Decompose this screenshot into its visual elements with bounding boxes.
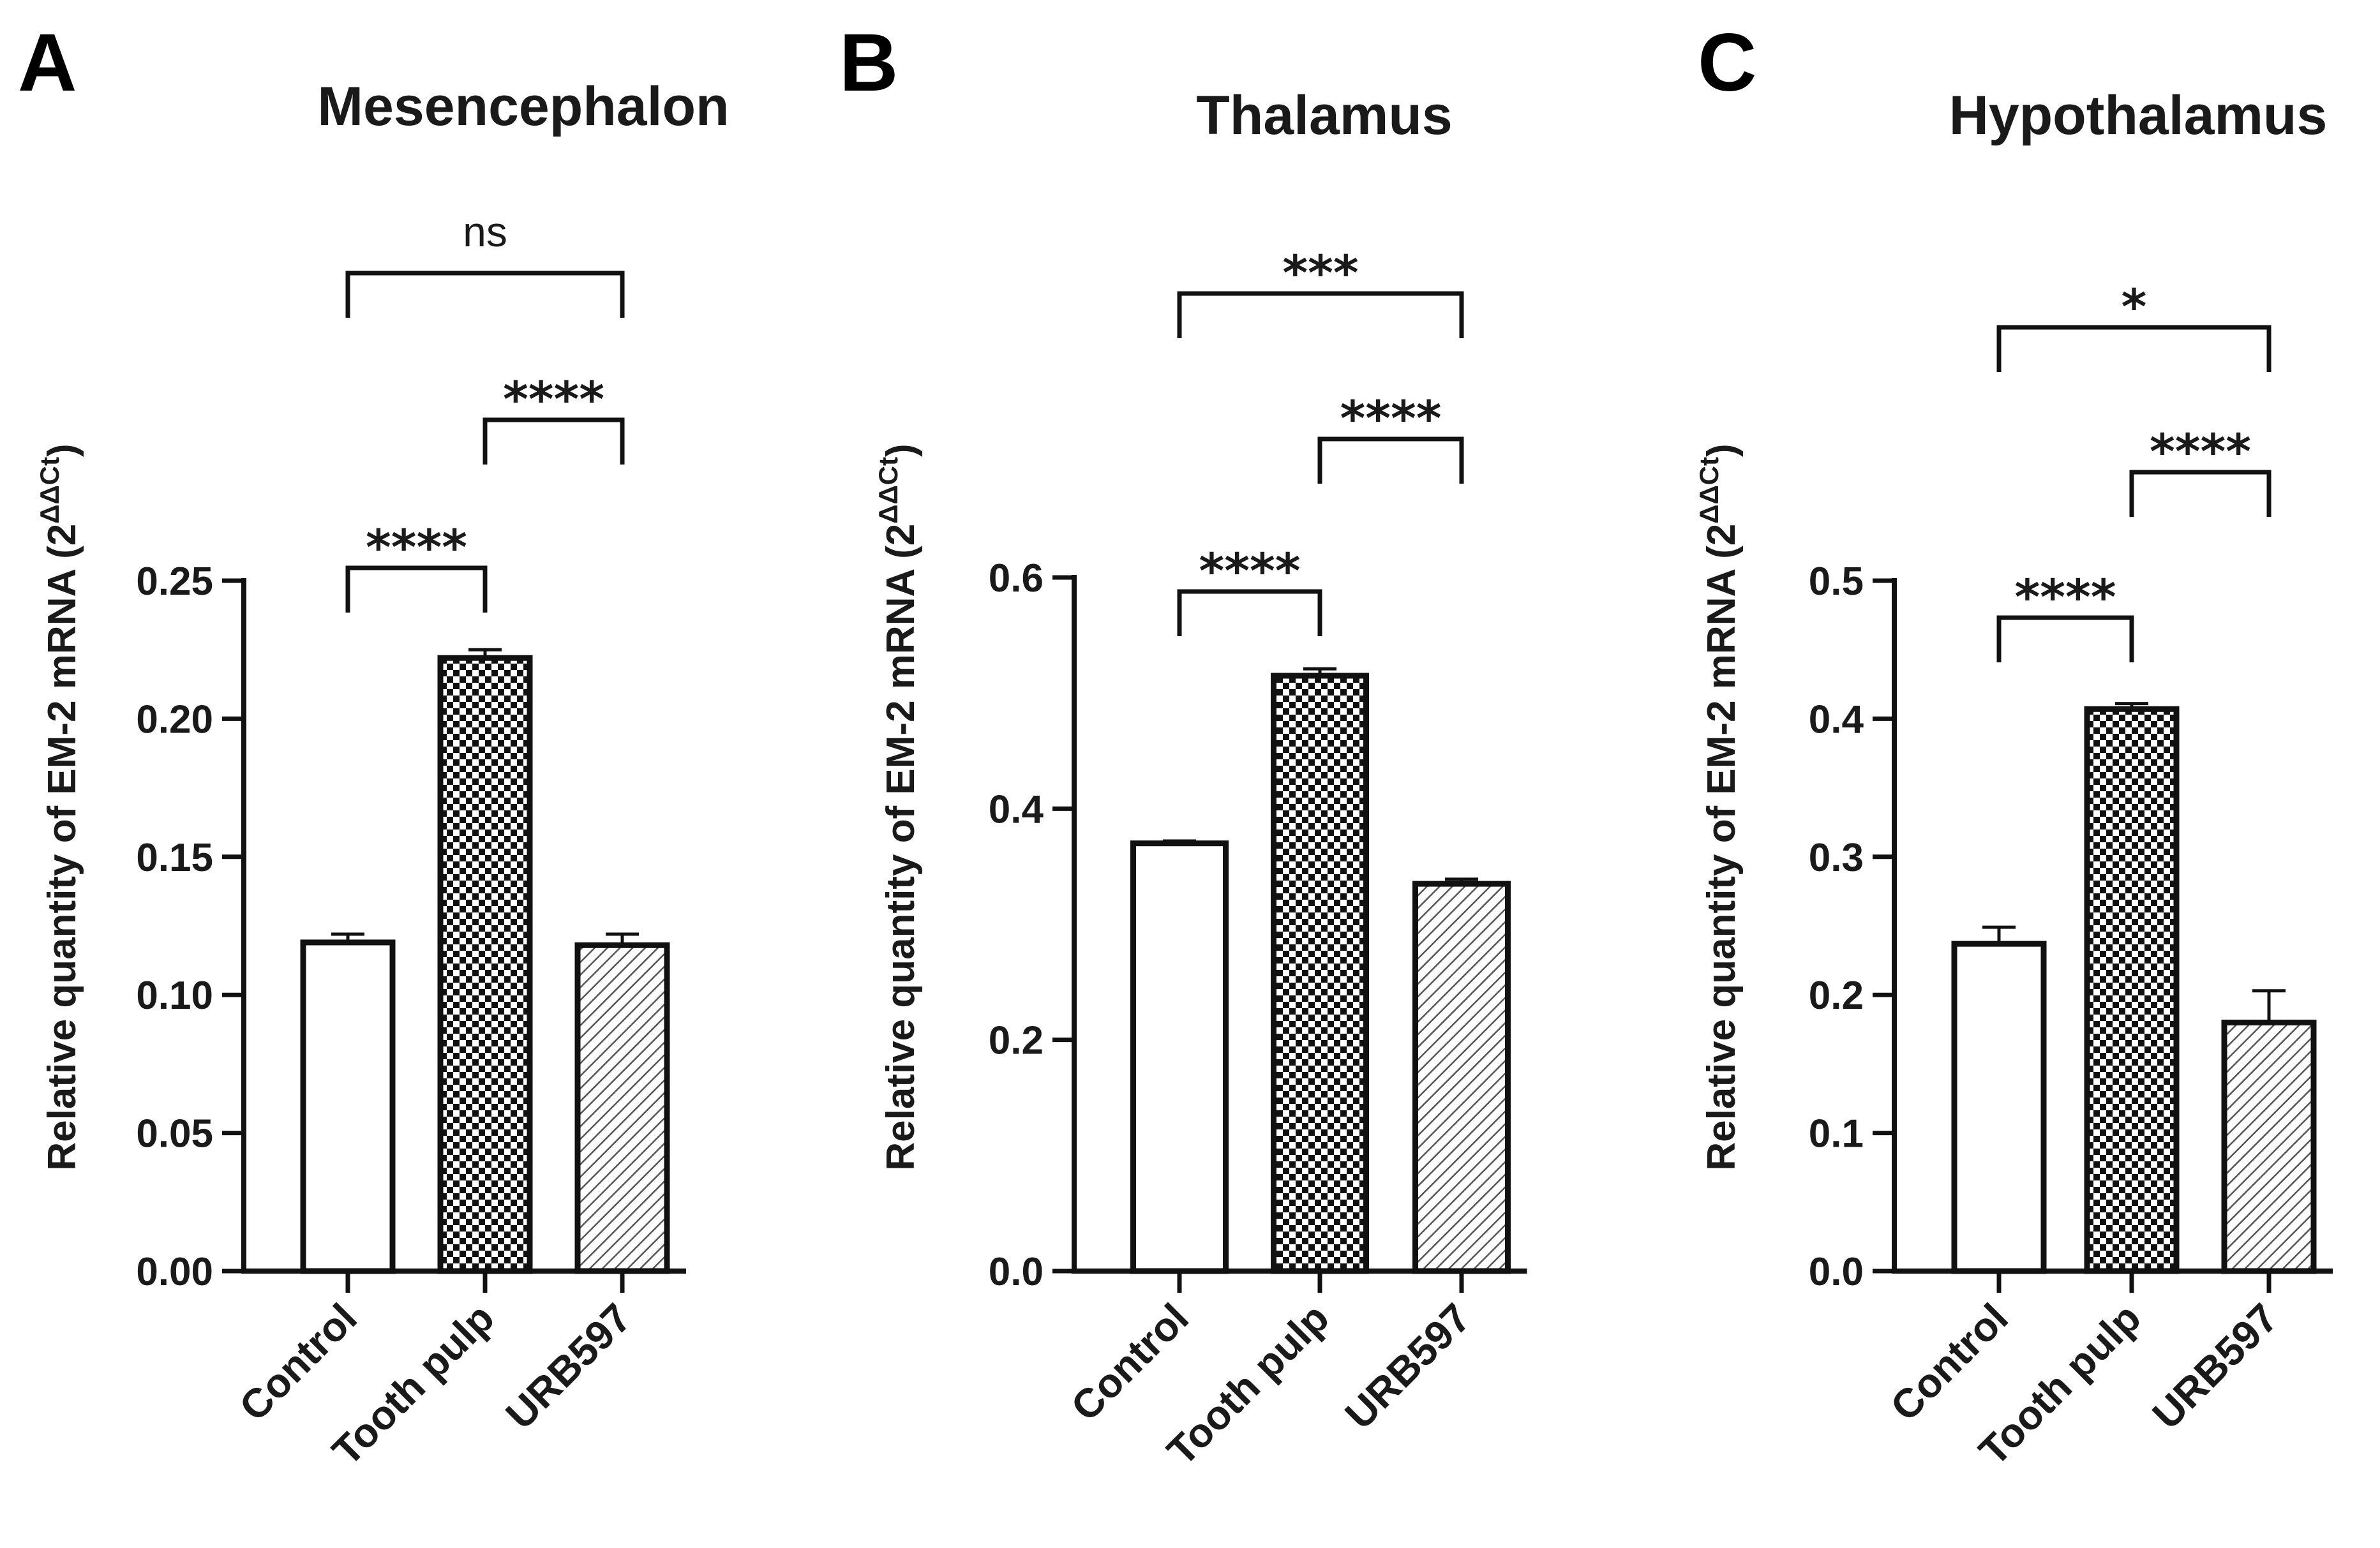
x-category-label: URB597: [497, 1295, 640, 1438]
chart-title: Mesencephalon: [317, 76, 729, 137]
chart-title: Thalamus: [1196, 85, 1452, 146]
y-tick-label: 0.2: [989, 1019, 1044, 1063]
y-tick-label: 0.05: [136, 1112, 213, 1156]
panel-thalamus: B Thalamus Relative quantity of EM-2 mRN…: [839, 17, 1527, 1474]
y-tick-label: 0.0: [1809, 1250, 1864, 1294]
significance-bracket: [1996, 325, 2271, 372]
y-axis-label: Relative quantity of EM-2 mRNA (2ΔΔCt): [34, 443, 84, 1170]
significance-bracket: [345, 565, 488, 613]
bar: [437, 655, 533, 1274]
panel-letter: C: [1698, 17, 1756, 108]
panel-hypothalamus: C Hypothalamus Relative quantity of EM-2…: [1694, 17, 2333, 1474]
bars: [1951, 702, 2317, 1274]
y-tick-label: 0.6: [989, 556, 1044, 600]
significance-label: ns: [463, 208, 507, 255]
significance-label: ****: [1199, 542, 1301, 599]
y-axis-label: Relative quantity of EM-2 mRNA (2ΔΔCt): [873, 443, 923, 1170]
y-tick-label: 0.25: [136, 560, 213, 604]
significance-bracket: [483, 417, 625, 465]
bar: [2221, 1019, 2317, 1274]
x-category-label: URB597: [1336, 1295, 1479, 1438]
y-tick-label: 0.1: [1809, 1112, 1864, 1156]
bars: [300, 648, 670, 1274]
significance-label: *: [2122, 278, 2147, 335]
y-tick-label: 0.2: [1809, 974, 1864, 1018]
bar: [1412, 881, 1511, 1274]
y-tick-label: 0.15: [136, 836, 213, 880]
y-tick-label: 0.10: [136, 974, 213, 1018]
panel-letter: B: [839, 17, 898, 108]
y-tick-label: 0.5: [1809, 560, 1864, 604]
panel-letter: A: [18, 17, 77, 108]
significance-bracket: [2129, 470, 2271, 517]
chart-title: Hypothalamus: [1949, 85, 2328, 146]
bar: [1130, 840, 1229, 1274]
y-tick-label: 0.3: [1809, 836, 1864, 880]
significance-label: ***: [1282, 244, 1358, 301]
significance-brackets: ***********: [1177, 244, 1464, 636]
bar: [2084, 706, 2180, 1274]
bar: [1951, 941, 2047, 1274]
bar: [574, 942, 670, 1274]
significance-bracket: [1996, 615, 2134, 662]
significance-label: ****: [1340, 390, 1442, 447]
x-category-label: URB597: [2143, 1295, 2286, 1438]
y-tick-label: 0.00: [136, 1250, 213, 1294]
y-tick-label: 0.4: [989, 787, 1044, 831]
significance-bracket: [1177, 589, 1322, 636]
significance-label: ****: [366, 519, 467, 576]
y-tick-label: 0.0: [989, 1250, 1044, 1294]
y-axis-label: Relative quantity of EM-2 mRNA (2ΔΔCt): [1694, 443, 1744, 1170]
significance-label: ****: [2015, 569, 2116, 625]
x-category-label: Control: [230, 1295, 366, 1430]
x-category-label: Control: [1882, 1295, 2017, 1430]
x-category-label: Control: [1062, 1295, 1197, 1430]
significance-bracket: [345, 271, 625, 318]
bar: [1271, 673, 1369, 1274]
significance-bracket: [1177, 291, 1464, 338]
y-tick-label: 0.20: [136, 697, 213, 741]
bars: [1130, 667, 1511, 1274]
significance-bracket: [1317, 436, 1464, 484]
significance-label: ****: [2150, 423, 2251, 480]
significance-label: ****: [503, 371, 604, 428]
panel-mesencephalon: A Mesencephalon Relative quantity of EM-…: [18, 17, 730, 1474]
significance-brackets: **** **** ns: [345, 208, 625, 613]
significance-brackets: *********: [1996, 278, 2271, 662]
y-axis-ticks: 0.00 0.05 0.10 0.15 0.20 0.25: [136, 560, 686, 1294]
y-tick-label: 0.4: [1809, 697, 1864, 741]
bar: [300, 939, 396, 1274]
